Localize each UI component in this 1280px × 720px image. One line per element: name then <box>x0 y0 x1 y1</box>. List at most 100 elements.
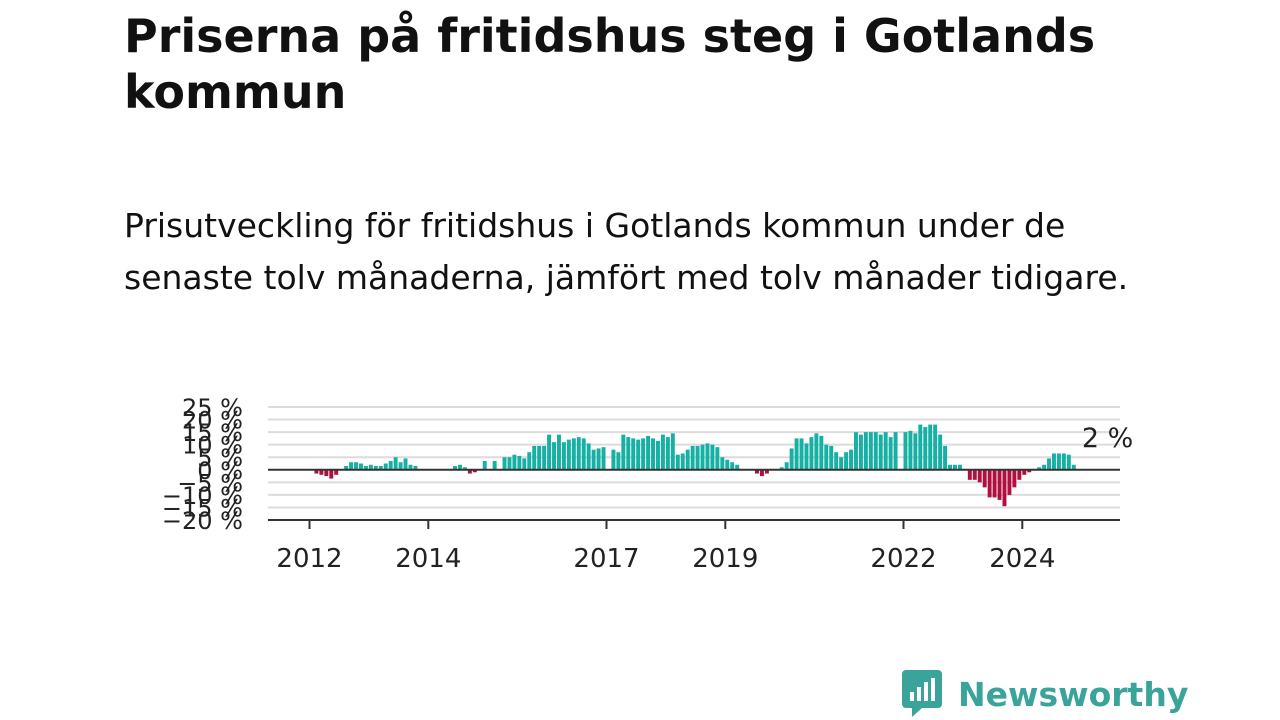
bar <box>329 469 334 479</box>
bar <box>1066 454 1071 470</box>
bar <box>893 432 898 470</box>
bar <box>834 452 839 470</box>
bars <box>314 424 1076 507</box>
bar <box>715 447 720 470</box>
x-tick-label: 2014 <box>395 544 461 574</box>
bar <box>1002 469 1007 507</box>
bar <box>1042 464 1047 470</box>
bar <box>373 466 378 470</box>
bar <box>354 462 358 470</box>
bar <box>794 438 799 470</box>
bar <box>1061 453 1066 470</box>
bar <box>502 457 507 470</box>
bar <box>720 457 725 470</box>
bar <box>547 434 552 470</box>
bar <box>675 454 680 470</box>
bar <box>665 437 670 470</box>
bar <box>542 445 547 470</box>
bar <box>700 444 705 470</box>
bar <box>849 449 853 470</box>
bar <box>1017 469 1022 480</box>
bar <box>764 469 769 474</box>
bar <box>784 462 789 470</box>
bar <box>710 444 715 470</box>
bar <box>908 430 913 470</box>
bar <box>759 469 764 477</box>
bar <box>413 466 418 470</box>
bar <box>1037 467 1042 470</box>
bar <box>779 467 784 470</box>
bar <box>933 424 938 470</box>
newsworthy-logo-icon <box>902 670 942 717</box>
bar <box>522 458 527 470</box>
bar <box>591 449 596 470</box>
bar <box>918 424 923 470</box>
bar <box>804 443 809 470</box>
bar <box>913 433 918 470</box>
bar <box>363 466 368 470</box>
y-tick-label: 15 % <box>182 419 243 447</box>
bar <box>334 469 339 475</box>
bar <box>670 433 675 470</box>
bar <box>1056 453 1061 470</box>
y-tick-label: 20 % <box>182 407 243 435</box>
bar <box>656 440 660 470</box>
y-tick-label: −20 % <box>162 507 243 535</box>
bar <box>755 469 759 474</box>
bar <box>844 452 849 470</box>
bar <box>552 442 556 470</box>
bar <box>537 445 542 470</box>
x-tick-label: 2012 <box>276 544 342 574</box>
bar <box>680 453 685 470</box>
bar <box>383 463 388 470</box>
bar <box>705 443 710 470</box>
bar <box>888 437 893 470</box>
bar <box>507 457 512 470</box>
axes <box>268 468 1120 529</box>
x-tick-label: 2024 <box>989 544 1055 574</box>
bar <box>532 445 537 470</box>
bar <box>814 433 819 470</box>
bar <box>685 449 690 470</box>
bar <box>1052 453 1056 470</box>
bar <box>571 438 576 470</box>
bar <box>690 445 695 470</box>
bar <box>651 438 655 470</box>
bar <box>873 432 878 470</box>
bar <box>646 435 651 470</box>
brand-name: Newsworthy <box>958 674 1189 714</box>
bar <box>957 464 962 470</box>
bar <box>368 464 373 470</box>
bar <box>388 460 393 470</box>
bar <box>987 469 992 498</box>
bar <box>393 457 398 470</box>
bar <box>1071 464 1076 470</box>
bar <box>858 434 863 470</box>
y-tick-label: 0 % <box>197 457 243 485</box>
y-tick-label: −5 % <box>177 469 243 497</box>
bar <box>636 439 641 470</box>
bar <box>943 445 948 470</box>
bar <box>1007 469 1012 495</box>
bar <box>472 469 477 473</box>
bar <box>601 447 606 470</box>
bar <box>819 435 824 470</box>
latest-value-label: 2 % <box>1082 423 1133 454</box>
bar <box>730 462 735 470</box>
bar <box>883 432 888 470</box>
bar <box>1012 469 1017 488</box>
bar <box>621 434 626 470</box>
bar <box>854 432 858 470</box>
price-change-bar-chart: 25 %20 %15 %10 %5 %0 %−5 %−10 %−15 %−20 … <box>162 394 1133 574</box>
x-tick-label: 2017 <box>573 544 639 574</box>
bar <box>839 457 844 470</box>
bar <box>324 469 329 477</box>
bar <box>359 463 363 470</box>
bar <box>561 442 566 470</box>
bar <box>492 460 497 470</box>
bar <box>972 469 977 480</box>
bar <box>611 449 616 470</box>
bar <box>482 460 487 470</box>
x-tick-label: 2022 <box>870 544 936 574</box>
bar <box>829 445 834 470</box>
